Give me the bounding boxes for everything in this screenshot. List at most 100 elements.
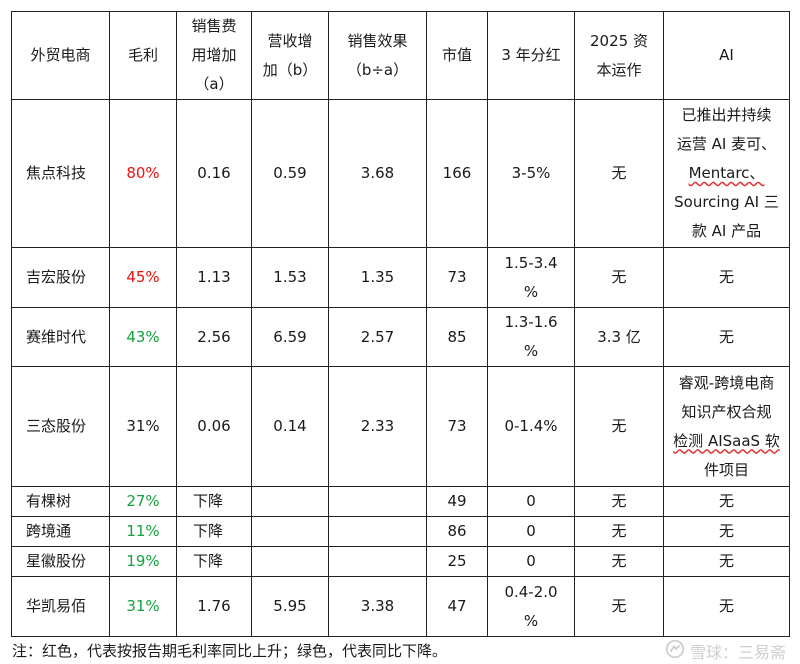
capital-operation: 无 xyxy=(574,576,664,637)
ai-description: 已推出并持续 运营 AI 麦可、 Mentarc、 Sourcing AI 三 … xyxy=(663,99,790,248)
market-cap: 47 xyxy=(426,576,488,637)
ai-line: 运营 AI 麦可、 xyxy=(676,135,777,153)
revenue-increase: 0.59 xyxy=(251,99,329,248)
footnote: 注：红色，代表按报告期毛利率同比上升；绿色，代表同比下降。 xyxy=(12,642,448,660)
table-row: 三态股份 31% 0.06 0.14 2.33 73 0-1.4% 无 睿观-跨… xyxy=(11,366,790,487)
header-capital-line2: 本运作 xyxy=(596,60,642,79)
table-row: 跨境通 11% 下降 86 0 无 无 xyxy=(11,516,790,547)
sales-effect xyxy=(328,546,427,577)
header-capital-line1: 2025 资 xyxy=(590,31,648,50)
ai-line: Mentarc、 xyxy=(688,164,765,182)
sales-expense: 0.16 xyxy=(176,99,252,248)
dividend-line: 0.4-2.0 xyxy=(504,582,558,601)
dividend-line: 1.5-3.4 xyxy=(504,253,558,272)
header-sales-expense: 销售费 用增加 （a） xyxy=(176,11,252,100)
gross-margin: 11% xyxy=(109,516,177,547)
header-margin: 毛利 xyxy=(109,11,177,100)
market-cap: 25 xyxy=(426,546,488,577)
revenue-increase: 1.53 xyxy=(251,247,329,308)
market-cap: 86 xyxy=(426,516,488,547)
sales-effect: 1.35 xyxy=(328,247,427,308)
watermark: 雪球：三易斋 xyxy=(664,638,786,664)
sales-expense: 下降 xyxy=(176,516,252,547)
ai-line: 款 AI 产品 xyxy=(691,222,762,240)
company-name: 华凯易佰 xyxy=(11,576,110,637)
company-name: 有棵树 xyxy=(11,486,110,517)
capital-operation: 无 xyxy=(574,486,664,517)
sales-effect xyxy=(328,486,427,517)
company-name: 吉宏股份 xyxy=(11,247,110,308)
sales-expense: 2.56 xyxy=(176,307,252,367)
ai-description: 无 xyxy=(663,546,790,577)
table-row: 焦点科技 80% 0.16 0.59 3.68 166 3-5% 无 已推出并持… xyxy=(11,99,790,248)
capital-operation: 无 xyxy=(574,247,664,308)
header-company: 外贸电商 xyxy=(11,11,110,100)
company-name: 星徽股份 xyxy=(11,546,110,577)
sales-effect: 3.38 xyxy=(328,576,427,637)
header-sales-expense-line2: 用增加 xyxy=(191,46,237,64)
gross-margin: 27% xyxy=(109,486,177,517)
dividend: 1.5-3.4 % xyxy=(487,247,575,308)
table-row: 吉宏股份 45% 1.13 1.53 1.35 73 1.5-3.4 % 无 无 xyxy=(11,247,790,308)
sales-expense: 1.76 xyxy=(176,576,252,637)
header-revenue-line1: 营收增 xyxy=(267,31,313,50)
header-sales-expense-line1: 销售费 xyxy=(191,17,237,35)
market-cap: 166 xyxy=(426,99,488,248)
ai-description: 睿观-跨境电商 知识产权合规 检测 AISaaS 软 件项目 xyxy=(663,366,790,487)
dividend: 0.4-2.0 % xyxy=(487,576,575,637)
dividend: 0 xyxy=(487,486,575,517)
table-row: 星徽股份 19% 下降 25 0 无 无 xyxy=(11,546,790,577)
comparison-table: 外贸电商 毛利 销售费 用增加 （a） 营收增 加（b） 销售效果 （b÷a） … xyxy=(11,11,790,637)
revenue-increase: 5.95 xyxy=(251,576,329,637)
header-ai: AI xyxy=(663,11,790,100)
header-sales-effect-line1: 销售效果 xyxy=(347,31,408,50)
company-name: 焦点科技 xyxy=(11,99,110,248)
dividend: 0-1.4% xyxy=(487,366,575,487)
header-revenue-line2: 加（b） xyxy=(262,60,318,79)
revenue-increase xyxy=(251,486,329,517)
capital-operation: 3.3 亿 xyxy=(574,307,664,367)
gross-margin: 45% xyxy=(109,247,177,308)
market-cap: 85 xyxy=(426,307,488,367)
revenue-increase: 6.59 xyxy=(251,307,329,367)
ai-description: 无 xyxy=(663,247,790,308)
header-market-cap: 市值 xyxy=(426,11,488,100)
ai-line: 检测 AISaaS 软 xyxy=(673,431,780,450)
ai-description: 无 xyxy=(663,516,790,547)
revenue-increase: 0.14 xyxy=(251,366,329,487)
ai-line: 已推出并持续 xyxy=(681,106,772,124)
gross-margin: 80% xyxy=(109,99,177,248)
dividend: 0 xyxy=(487,546,575,577)
ai-line: 件项目 xyxy=(703,460,749,479)
company-name: 跨境通 xyxy=(11,516,110,547)
header-revenue: 营收增 加（b） xyxy=(251,11,329,100)
market-cap: 73 xyxy=(426,247,488,308)
header-dividend: 3 年分红 xyxy=(487,11,575,100)
ai-line: 知识产权合规 xyxy=(681,402,772,421)
sales-expense: 下降 xyxy=(176,546,252,577)
ai-description: 无 xyxy=(663,486,790,517)
dividend: 3-5% xyxy=(487,99,575,248)
gross-margin: 43% xyxy=(109,307,177,367)
capital-operation: 无 xyxy=(574,516,664,547)
dividend-line: % xyxy=(523,342,539,360)
dividend-line: % xyxy=(523,611,539,630)
gross-margin: 19% xyxy=(109,546,177,577)
dividend-line: 1.3-1.6 xyxy=(504,313,558,331)
sales-expense: 1.13 xyxy=(176,247,252,308)
snowball-logo-icon xyxy=(664,638,686,664)
header-sales-expense-line3: （a） xyxy=(194,75,234,93)
sales-effect: 2.33 xyxy=(328,366,427,487)
sales-effect: 3.68 xyxy=(328,99,427,248)
revenue-increase xyxy=(251,546,329,577)
company-name: 赛维时代 xyxy=(11,307,110,367)
sales-expense: 下降 xyxy=(176,486,252,517)
sales-effect xyxy=(328,516,427,547)
header-row: 外贸电商 毛利 销售费 用增加 （a） 营收增 加（b） 销售效果 （b÷a） … xyxy=(11,11,790,100)
capital-operation: 无 xyxy=(574,546,664,577)
market-cap: 49 xyxy=(426,486,488,517)
sales-effect: 2.57 xyxy=(328,307,427,367)
table-row: 有棵树 27% 下降 49 0 无 无 xyxy=(11,486,790,517)
gross-margin: 31% xyxy=(109,576,177,637)
ai-line: 睿观-跨境电商 xyxy=(678,373,775,392)
